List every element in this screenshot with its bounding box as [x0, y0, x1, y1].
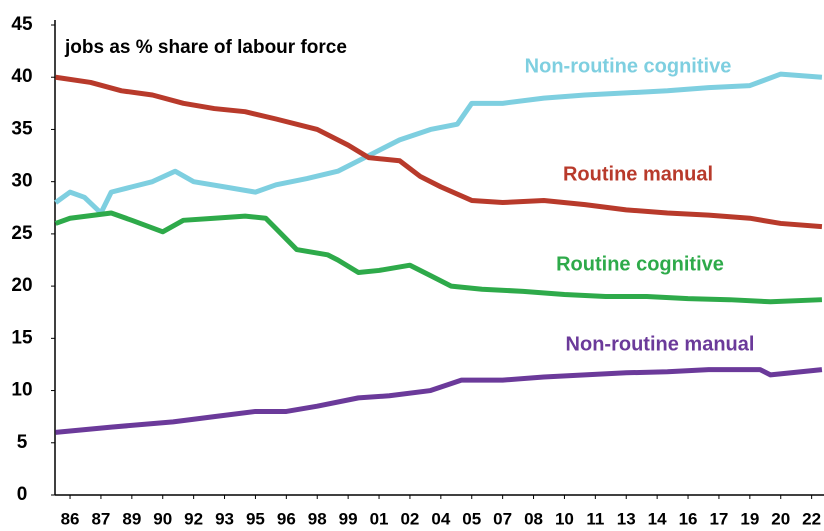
x-tick-label: 89: [122, 509, 141, 528]
x-tick-label: 86: [61, 509, 80, 528]
series-line: [54, 71, 823, 216]
x-tick-label: 99: [339, 509, 358, 528]
y-tick-label: 15: [11, 327, 33, 348]
x-tick-label: 10: [555, 509, 574, 528]
series-label: Routine manual: [563, 163, 713, 185]
x-tick-label: 01: [370, 509, 389, 528]
series-label: Non-routine manual: [566, 333, 755, 355]
x-tick-label: 93: [215, 509, 234, 528]
x-tick-label: 87: [91, 509, 110, 528]
x-tick-label: 07: [493, 509, 512, 528]
series-line: [55, 367, 823, 435]
annotation: jobs as % share of labour force: [64, 37, 347, 58]
x-tick-label: 17: [709, 509, 728, 528]
x-tick-label: 13: [617, 509, 636, 528]
y-tick-label: 10: [11, 380, 32, 401]
x-tick-label: 11: [586, 509, 604, 528]
x-tick-label: 04: [431, 509, 450, 528]
x-tick-label: 90: [153, 509, 172, 528]
y-tick-label: 25: [11, 223, 33, 244]
y-tick-label: 45: [11, 14, 33, 35]
x-tick-label: 05: [462, 509, 481, 528]
x-tick-label: 92: [184, 509, 203, 528]
y-tick-label: 20: [11, 275, 32, 296]
y-tick-label: 35: [11, 118, 33, 139]
x-tick-label: 19: [740, 509, 759, 528]
x-tick-label: 20: [771, 509, 790, 528]
x-tick-label: 08: [524, 509, 543, 528]
x-tick-label: 14: [648, 509, 667, 528]
series-line: [54, 210, 823, 305]
series-label: Routine cognitive: [556, 253, 724, 275]
y-tick-label: 40: [11, 66, 32, 87]
x-tick-label: 02: [400, 509, 419, 528]
x-tick-label: 96: [277, 509, 296, 528]
x-tick-label: 22: [802, 509, 821, 528]
series-line: [55, 74, 823, 230]
y-tick-label: 5: [17, 432, 28, 453]
y-tick-label: 0: [17, 484, 28, 505]
x-tick-label: 98: [308, 509, 327, 528]
series-label: Non-routine cognitive: [525, 55, 732, 77]
x-tick-label: 95: [246, 509, 265, 528]
y-tick-label: 30: [11, 171, 32, 192]
x-tick-label: 16: [679, 509, 698, 528]
